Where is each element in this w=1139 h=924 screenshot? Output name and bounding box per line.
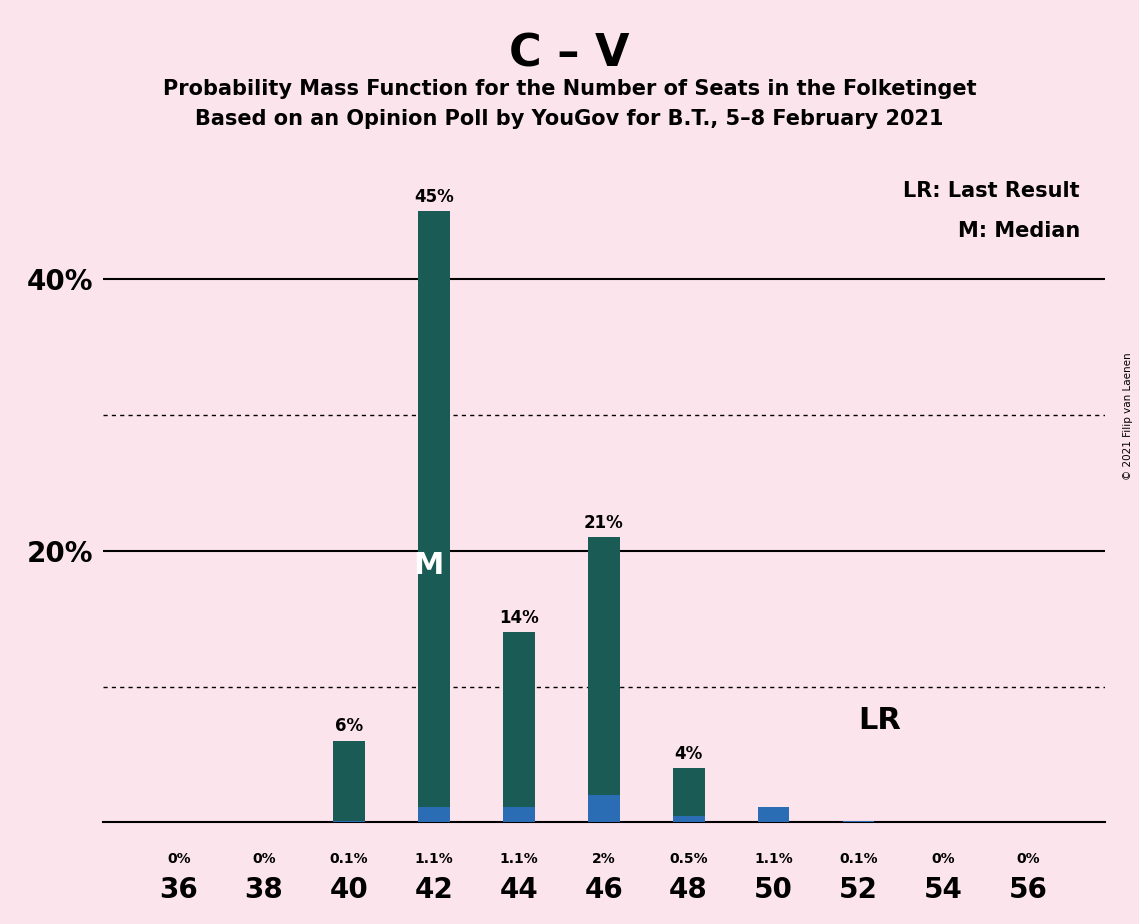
- Text: 0%: 0%: [167, 852, 190, 866]
- Bar: [588, 796, 620, 822]
- Text: 45%: 45%: [413, 188, 453, 206]
- Text: 21%: 21%: [584, 514, 623, 531]
- Bar: [673, 768, 705, 822]
- Text: 14%: 14%: [499, 609, 539, 626]
- Text: 0%: 0%: [932, 852, 956, 866]
- Bar: [588, 537, 620, 822]
- Text: 1.1%: 1.1%: [415, 852, 453, 866]
- Text: M: M: [413, 551, 444, 580]
- Bar: [333, 741, 364, 822]
- Bar: [502, 632, 534, 822]
- Bar: [418, 808, 450, 822]
- Text: M: Median: M: Median: [958, 222, 1080, 241]
- Text: C – V: C – V: [509, 32, 630, 76]
- Text: 0.1%: 0.1%: [839, 852, 878, 866]
- Text: LR: LR: [859, 706, 901, 735]
- Text: 0%: 0%: [252, 852, 276, 866]
- Bar: [673, 816, 705, 822]
- Bar: [502, 808, 534, 822]
- Text: 1.1%: 1.1%: [754, 852, 793, 866]
- Text: © 2021 Filip van Laenen: © 2021 Filip van Laenen: [1123, 352, 1133, 480]
- Text: 0.5%: 0.5%: [670, 852, 708, 866]
- Text: Based on an Opinion Poll by YouGov for B.T., 5–8 February 2021: Based on an Opinion Poll by YouGov for B…: [195, 109, 944, 129]
- Text: 0%: 0%: [1017, 852, 1040, 866]
- Text: LR: Last Result: LR: Last Result: [903, 180, 1080, 201]
- Text: 0.1%: 0.1%: [329, 852, 368, 866]
- Text: 2%: 2%: [592, 852, 615, 866]
- Bar: [418, 212, 450, 822]
- Bar: [843, 821, 875, 822]
- Text: 4%: 4%: [674, 745, 703, 762]
- Text: 6%: 6%: [335, 717, 363, 736]
- Text: Probability Mass Function for the Number of Seats in the Folketinget: Probability Mass Function for the Number…: [163, 79, 976, 99]
- Bar: [757, 808, 789, 822]
- Text: 1.1%: 1.1%: [499, 852, 538, 866]
- Bar: [333, 821, 364, 822]
